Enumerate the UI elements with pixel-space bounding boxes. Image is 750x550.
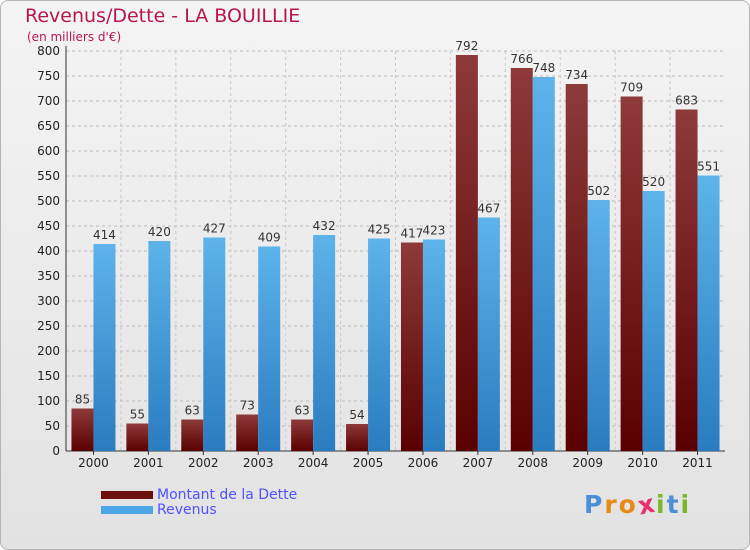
- logo-letter: P: [584, 490, 605, 519]
- bar-revenue: [203, 237, 226, 451]
- grid-lines: [66, 50, 725, 451]
- bar-revenue: [258, 246, 281, 451]
- y-tick-label: 800: [37, 44, 60, 58]
- legend-label-revenue: Revenus: [157, 502, 217, 518]
- y-tick-label: 100: [37, 394, 60, 408]
- data-label: 432: [313, 219, 336, 233]
- logo-letter: t: [666, 490, 681, 519]
- x-tick-label: 2010: [627, 456, 658, 470]
- bar-revenue: [148, 241, 171, 451]
- chart-title: Revenus/Dette - LA BOUILLIE: [25, 5, 301, 27]
- bar-debt: [400, 242, 423, 451]
- y-tick-label: 550: [37, 169, 60, 183]
- data-label: 420: [148, 225, 171, 239]
- data-label: 417: [401, 227, 424, 241]
- proxiti-logo: Proxiti: [584, 488, 692, 520]
- data-label: 709: [620, 81, 643, 95]
- axes: 0 50 100 150 200 250 300 350 400 450 500 550 600 650 7…: [37, 44, 725, 470]
- data-label: 409: [258, 231, 281, 245]
- x-tick-label: 2011: [682, 456, 713, 470]
- bar-debt: [71, 408, 94, 451]
- y-tick-label: 450: [37, 219, 60, 233]
- data-label: 766: [510, 52, 533, 66]
- data-label: 423: [423, 224, 446, 238]
- x-tick-label: 2002: [188, 456, 219, 470]
- x-tick-label: 2007: [463, 456, 494, 470]
- data-label: 792: [455, 39, 478, 53]
- bar-debt: [455, 55, 478, 451]
- data-label: 734: [565, 68, 588, 82]
- bar-debt: [346, 424, 369, 451]
- legend-swatch-debt: [101, 491, 153, 499]
- bar-revenue: [422, 239, 445, 451]
- bars: [71, 55, 720, 451]
- bar-debt: [126, 423, 149, 451]
- bar-revenue: [368, 238, 391, 451]
- y-tick-label: 500: [37, 194, 60, 208]
- x-tick-label: 2004: [298, 456, 329, 470]
- y-tick-label: 50: [45, 419, 60, 433]
- bar-revenue: [313, 235, 336, 451]
- bar-revenue: [587, 200, 610, 451]
- y-tick-label: 150: [37, 369, 60, 383]
- data-label: 551: [697, 160, 720, 174]
- data-label: 467: [477, 202, 500, 216]
- x-tick-label: 2006: [408, 456, 439, 470]
- logo-letter: i: [656, 490, 667, 519]
- y-tick-label: 250: [37, 319, 60, 333]
- data-label: 85: [75, 393, 90, 407]
- y-tick-label: 200: [37, 344, 60, 358]
- data-label: 63: [294, 404, 309, 418]
- bar-debt: [291, 419, 314, 451]
- data-label: 683: [675, 94, 698, 108]
- y-tick-label: 0: [52, 444, 60, 458]
- y-tick-label: 350: [37, 269, 60, 283]
- bar-revenue: [477, 217, 500, 451]
- legend-swatch-revenue: [101, 506, 153, 514]
- y-tick-label: 600: [37, 144, 60, 158]
- data-label: 502: [587, 184, 610, 198]
- x-tick-label: 2000: [78, 456, 109, 470]
- y-tick-label: 300: [37, 294, 60, 308]
- data-labels: 85 414 55 420 63 427 73 409 63 432 54 425 417 423 792 4…: [75, 39, 720, 422]
- y-tick-label: 700: [37, 94, 60, 108]
- bar-revenue: [697, 175, 720, 451]
- data-label: 520: [642, 175, 665, 189]
- x-tick-label: 2009: [572, 456, 603, 470]
- data-label: 425: [368, 223, 391, 237]
- data-label: 427: [203, 222, 226, 236]
- bar-debt: [675, 109, 698, 451]
- y-tick-label: 650: [37, 119, 60, 133]
- data-label: 63: [185, 404, 200, 418]
- x-tick-label: 2005: [353, 456, 384, 470]
- bar-debt: [620, 96, 643, 451]
- logo-letter: i: [680, 490, 692, 519]
- x-tick-label: 2001: [133, 456, 164, 470]
- logo-letter: o: [618, 490, 638, 519]
- bar-revenue: [93, 244, 116, 451]
- logo-letter: r: [604, 490, 619, 519]
- x-tick-label: 2003: [243, 456, 274, 470]
- data-label: 55: [130, 408, 145, 422]
- y-tick-label: 400: [37, 244, 60, 258]
- bar-debt: [181, 419, 204, 451]
- bar-debt: [236, 414, 259, 451]
- bar-debt: [565, 84, 588, 451]
- data-label: 414: [93, 228, 116, 242]
- bar-debt: [510, 68, 533, 451]
- bar-revenue: [532, 77, 555, 451]
- y-tick-label: 750: [37, 69, 60, 83]
- bar-revenue: [642, 191, 665, 451]
- data-label: 54: [349, 408, 364, 422]
- chart-subtitle: (en milliers d'€): [27, 30, 122, 44]
- x-tick-label: 2008: [518, 456, 549, 470]
- data-label: 748: [532, 61, 555, 75]
- data-label: 73: [240, 399, 255, 413]
- legend-label-debt: Montant de la Dette: [157, 487, 298, 503]
